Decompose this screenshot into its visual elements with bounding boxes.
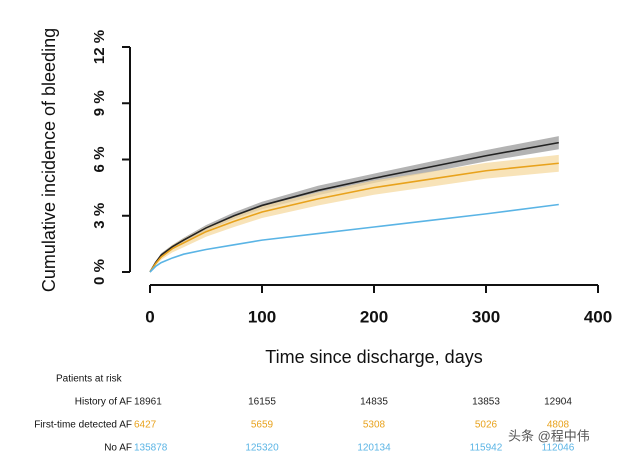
y-tick-label: 12 % bbox=[91, 30, 108, 64]
x-tick-label: 0 bbox=[145, 307, 154, 326]
watermark: 头条 @程中伟 bbox=[508, 428, 590, 443]
risk-count: 6427 bbox=[134, 420, 157, 431]
x-tick-label: 100 bbox=[248, 307, 276, 326]
risk-count: 5308 bbox=[363, 420, 386, 431]
y-tick-label: 3 % bbox=[91, 203, 108, 229]
series-line bbox=[149, 203, 559, 273]
confidence-band bbox=[150, 136, 559, 272]
risk-row-label: No AF bbox=[104, 443, 132, 454]
risk-count: 5659 bbox=[251, 420, 274, 431]
risk-count: 4808 bbox=[547, 420, 570, 431]
risk-row-label: First-time detected AF bbox=[34, 420, 132, 431]
risk-count: 5026 bbox=[475, 420, 498, 431]
risk-count: 14835 bbox=[360, 397, 388, 408]
risk-count: 16155 bbox=[248, 397, 276, 408]
x-tick-label: 300 bbox=[472, 307, 500, 326]
risk-row-label: History of AF bbox=[75, 397, 132, 408]
series-line bbox=[149, 162, 559, 273]
y-tick-label: 0 % bbox=[91, 259, 108, 285]
series-line bbox=[149, 141, 559, 273]
risk-count: 12904 bbox=[544, 397, 572, 408]
risk-count: 125320 bbox=[245, 443, 279, 454]
risk-table-title: Patients at risk bbox=[56, 374, 123, 385]
risk-count: 135878 bbox=[134, 443, 168, 454]
x-tick-label: 200 bbox=[360, 307, 388, 326]
plot: 0 % 3 % 6 % 9 % 12 % 0 100 200 300 400 History of … bbox=[34, 30, 612, 454]
risk-count: 13853 bbox=[472, 397, 500, 408]
risk-count: 120134 bbox=[357, 443, 391, 454]
risk-count: 115942 bbox=[470, 443, 503, 454]
confidence-band bbox=[150, 154, 559, 272]
risk-count: 18961 bbox=[134, 397, 162, 408]
risk-count: 112046 bbox=[542, 443, 575, 454]
y-tick-label: 6 % bbox=[91, 147, 108, 173]
x-tick-label: 400 bbox=[584, 307, 612, 326]
y-axis-label: Cumulative incidence of bleeding bbox=[39, 28, 59, 292]
y-tick-label: 9 % bbox=[91, 90, 108, 116]
x-axis-label: Time since discharge, days bbox=[265, 347, 482, 367]
